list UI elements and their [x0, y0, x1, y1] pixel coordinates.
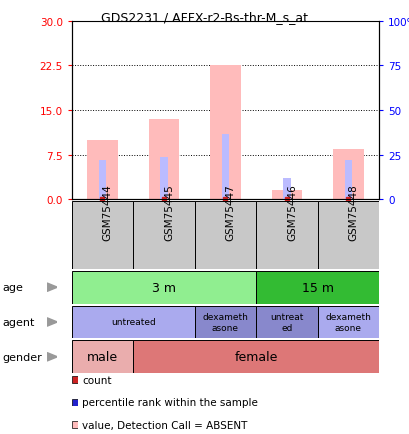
Text: agent: agent: [2, 317, 34, 327]
Text: dexameth
asone: dexameth asone: [202, 312, 248, 332]
Bar: [87, 140, 118, 200]
Bar: [99, 161, 106, 200]
Text: value, Detection Call = ABSENT: value, Detection Call = ABSENT: [82, 420, 247, 430]
Bar: [72, 271, 256, 304]
Text: GSM75444: GSM75444: [102, 184, 112, 240]
Bar: [194, 202, 256, 269]
Text: GSM75445: GSM75445: [164, 184, 173, 240]
Bar: [72, 202, 133, 269]
Text: GSM75448: GSM75448: [348, 184, 357, 240]
Bar: [148, 119, 179, 200]
Bar: [317, 306, 378, 339]
Text: 15 m: 15 m: [301, 281, 333, 294]
Polygon shape: [47, 318, 57, 326]
Text: age: age: [2, 283, 23, 293]
Bar: [283, 179, 290, 200]
Bar: [256, 202, 317, 269]
Bar: [271, 191, 302, 200]
Text: GSM75447: GSM75447: [225, 184, 235, 240]
Polygon shape: [47, 283, 57, 292]
Text: count: count: [82, 375, 112, 385]
Bar: [256, 306, 317, 339]
Text: gender: gender: [2, 352, 42, 362]
Polygon shape: [47, 353, 57, 361]
Text: untreated: untreated: [110, 318, 155, 327]
Bar: [72, 306, 194, 339]
Bar: [317, 202, 378, 269]
Bar: [344, 161, 351, 200]
Text: GDS2231 / AFFX-r2-Bs-thr-M_s_at: GDS2231 / AFFX-r2-Bs-thr-M_s_at: [101, 11, 308, 24]
Text: female: female: [234, 351, 277, 363]
Bar: [210, 66, 240, 200]
Bar: [194, 306, 256, 339]
Text: male: male: [87, 351, 118, 363]
Bar: [332, 149, 363, 200]
Text: percentile rank within the sample: percentile rank within the sample: [82, 398, 258, 407]
Text: GSM75446: GSM75446: [286, 184, 296, 240]
Bar: [256, 271, 378, 304]
Text: dexameth
asone: dexameth asone: [325, 312, 371, 332]
Text: untreat
ed: untreat ed: [270, 312, 303, 332]
Bar: [133, 202, 194, 269]
Bar: [221, 135, 229, 200]
Bar: [133, 341, 378, 373]
Bar: [160, 158, 167, 200]
Bar: [72, 341, 133, 373]
Text: 3 m: 3 m: [152, 281, 175, 294]
